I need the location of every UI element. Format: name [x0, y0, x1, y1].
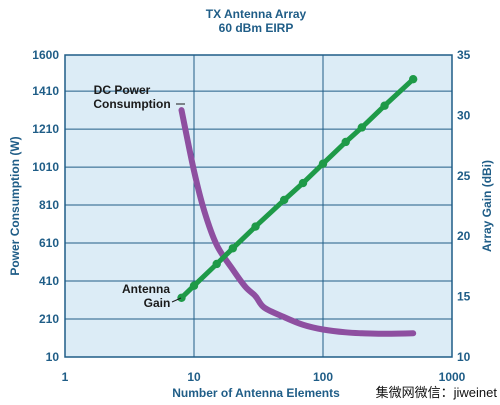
right-y-tick-label-1: 15	[457, 290, 471, 304]
antenna-gain-point-0	[177, 293, 186, 303]
x-tick-labels: 1 10 100 1000	[62, 370, 466, 384]
antenna-gain-point-11	[408, 74, 418, 84]
chart-subtitle: 60 dBm EIRP	[219, 21, 294, 35]
antenna-gain-line	[179, 76, 416, 301]
left-y-tick-label-3: 610	[39, 236, 59, 250]
left-y-tick-label-6: 1210	[32, 122, 59, 136]
left-y-tick-label-0: 10	[46, 350, 60, 364]
right-y-tick-label-3: 25	[457, 169, 471, 183]
right-y-axis-label: Array Gain (dBi)	[480, 160, 494, 252]
annotation-antenna-gain-leader	[171, 297, 182, 303]
annotation-dc-power-line2: Consumption	[93, 97, 170, 111]
x-tick-label-0: 1	[62, 370, 69, 384]
antenna-gain-point-5	[279, 195, 289, 205]
left-y-tick-label-7: 1410	[32, 84, 59, 98]
antenna-gain-point-6	[298, 178, 308, 188]
left-y-tick-label-4: 810	[39, 198, 59, 212]
left-y-tick-labels: 10 210 410 610 810 1010 1210 1410 1600	[32, 48, 59, 364]
series-layer	[177, 74, 418, 337]
x-axis-label: Number of Antenna Elements	[172, 386, 340, 400]
left-y-tick-label-2: 410	[39, 274, 59, 288]
watermark-text: 集微网微信：jiweinet	[376, 385, 498, 400]
antenna-gain-point-2	[212, 259, 221, 269]
right-y-tick-label-0: 10	[457, 350, 471, 364]
antenna-gain-point-7	[318, 159, 328, 168]
annotation-antenna-gain-line1: Antenna	[122, 282, 170, 296]
annotation-antenna-gain-line2: Gain	[144, 296, 171, 310]
right-y-tick-labels: 10 15 20 25 30 35	[457, 48, 471, 364]
antenna-gain-point-9	[357, 123, 367, 132]
annotation-dc-power-line1: DC Power	[94, 83, 151, 97]
left-y-tick-label-1: 210	[39, 312, 59, 326]
antenna-gain-point-10	[380, 101, 389, 110]
antenna-gain-point-3	[228, 244, 238, 253]
antenna-gain-point-8	[341, 137, 350, 147]
right-y-tick-label-4: 30	[457, 108, 471, 122]
right-y-tick-label-5: 35	[457, 48, 471, 62]
left-y-axis-label: Power Consumption (W)	[8, 136, 22, 275]
left-y-tick-label-5: 1010	[32, 160, 59, 174]
antenna-gain-point-4	[251, 222, 260, 231]
plot-frame	[64, 54, 453, 358]
right-y-tick-label-2: 20	[457, 229, 471, 243]
dc-power-line	[178, 107, 417, 337]
grid	[65, 55, 452, 357]
x-tick-label-1: 10	[187, 370, 201, 384]
chart-title: TX Antenna Array	[206, 7, 307, 21]
x-tick-label-3: 1000	[439, 370, 466, 384]
left-y-tick-label-8: 1600	[32, 48, 59, 62]
antenna-gain-point-1	[189, 281, 199, 290]
x-tick-label-2: 100	[313, 370, 333, 384]
